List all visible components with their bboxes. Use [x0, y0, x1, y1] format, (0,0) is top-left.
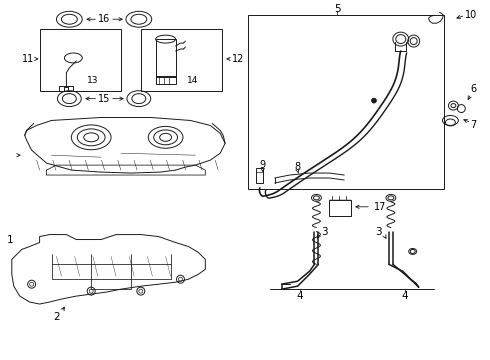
Bar	[156, 39, 175, 77]
Text: 4: 4	[401, 291, 408, 301]
Bar	[156, 76, 175, 84]
Bar	[329, 200, 351, 216]
Text: 3: 3	[321, 226, 328, 237]
Text: 15: 15	[98, 94, 110, 104]
Text: 11: 11	[22, 54, 34, 64]
Text: 7: 7	[470, 121, 476, 130]
Text: 17: 17	[374, 202, 387, 212]
Text: 5: 5	[334, 4, 341, 14]
Text: 16: 16	[98, 14, 110, 24]
Text: 4: 4	[296, 291, 303, 301]
Bar	[256, 168, 263, 183]
Text: 2: 2	[53, 312, 60, 322]
Text: 1: 1	[6, 234, 13, 244]
Text: 14: 14	[187, 76, 198, 85]
Text: 13: 13	[87, 76, 99, 85]
Bar	[40, 29, 121, 91]
Text: 3: 3	[375, 226, 382, 237]
Text: 10: 10	[465, 10, 477, 20]
Text: 6: 6	[470, 84, 476, 94]
Bar	[141, 29, 222, 91]
Text: 12: 12	[232, 54, 244, 64]
Text: 8: 8	[294, 162, 301, 172]
Text: 9: 9	[260, 160, 266, 170]
Circle shape	[371, 98, 376, 103]
Bar	[248, 15, 444, 189]
